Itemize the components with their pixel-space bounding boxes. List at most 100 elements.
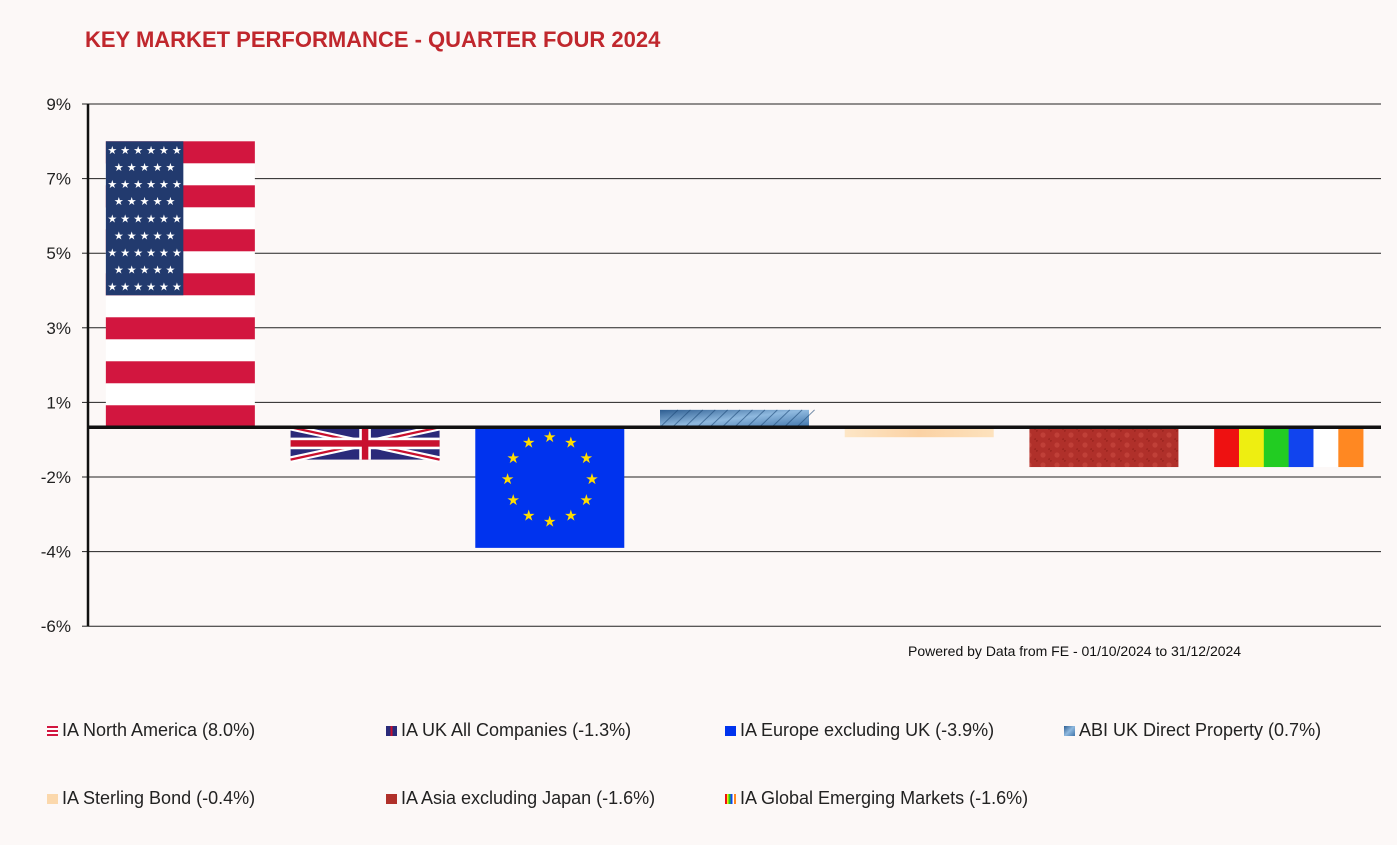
svg-text:★: ★ xyxy=(507,449,520,467)
svg-text:★: ★ xyxy=(133,247,143,260)
svg-text:★: ★ xyxy=(133,178,143,191)
svg-text:★: ★ xyxy=(120,281,130,294)
svg-text:★: ★ xyxy=(543,428,556,446)
y-tick-label: -2% xyxy=(41,468,71,487)
svg-text:★: ★ xyxy=(140,229,150,242)
svg-text:★: ★ xyxy=(501,470,514,488)
svg-text:★: ★ xyxy=(172,247,182,260)
svg-text:★: ★ xyxy=(127,229,137,242)
svg-text:★: ★ xyxy=(165,229,175,242)
svg-text:★: ★ xyxy=(114,161,124,174)
svg-text:★: ★ xyxy=(507,491,520,509)
svg-text:★: ★ xyxy=(153,264,163,277)
legend-label: ABI UK Direct Property (0.7%) xyxy=(1079,720,1322,740)
svg-text:★: ★ xyxy=(153,195,163,208)
legend-label: IA Asia excluding Japan (-1.6%) xyxy=(401,788,656,808)
svg-text:★: ★ xyxy=(127,264,137,277)
bar-glass-building xyxy=(659,409,815,428)
svg-text:★: ★ xyxy=(153,161,163,174)
bar-us-flag: ★ ★ ★ ★ ★ ★★ ★ ★ ★ ★★ ★ ★ ★ ★ ★★ ★ ★ ★ ★★ ★ ★ ★ ★ ★★ ★ ★ ★ ★★ ★ ★ ★ ★ ★★… xyxy=(105,141,255,428)
y-tick-label: 7% xyxy=(46,170,71,189)
svg-text:★: ★ xyxy=(172,178,182,191)
svg-text:★: ★ xyxy=(140,264,150,277)
legend-swatch-us-flag xyxy=(47,725,58,736)
svg-text:★: ★ xyxy=(107,212,117,225)
legend-item: IA North America (8.0%) xyxy=(47,720,255,741)
svg-text:★: ★ xyxy=(522,507,535,525)
svg-text:★: ★ xyxy=(146,178,156,191)
legend-swatch-uk-flag xyxy=(386,725,397,736)
chart-title: KEY MARKET PERFORMANCE - QUARTER FOUR 20… xyxy=(85,27,661,52)
bar-red-pattern xyxy=(1029,427,1179,468)
y-tick-label: 9% xyxy=(46,95,71,114)
svg-text:★: ★ xyxy=(146,144,156,157)
legend-swatch-peach-gradient xyxy=(47,793,58,804)
legend-item: IA Asia excluding Japan (-1.6%) xyxy=(386,788,655,809)
svg-text:★: ★ xyxy=(133,144,143,157)
y-tick-label: 3% xyxy=(46,319,71,338)
legend-label: IA Europe excluding UK (-3.9%) xyxy=(740,720,995,740)
legend-item: IA UK All Companies (-1.3%) xyxy=(386,720,631,741)
legend-label: IA Global Emerging Markets (-1.6%) xyxy=(740,788,1029,808)
svg-text:★: ★ xyxy=(159,247,169,260)
svg-text:★: ★ xyxy=(133,212,143,225)
legend-label: IA UK All Companies (-1.3%) xyxy=(401,720,632,740)
svg-text:★: ★ xyxy=(580,491,593,509)
svg-text:★: ★ xyxy=(120,144,130,157)
svg-text:★: ★ xyxy=(580,449,593,467)
legend-item: IA Europe excluding UK (-3.9%) xyxy=(725,720,994,741)
legend-label: IA Sterling Bond (-0.4%) xyxy=(62,788,256,808)
svg-text:★: ★ xyxy=(159,212,169,225)
legend-item: ABI UK Direct Property (0.7%) xyxy=(1064,720,1321,741)
svg-text:★: ★ xyxy=(107,144,117,157)
svg-text:★: ★ xyxy=(114,264,124,277)
legend-swatch-red-pattern xyxy=(386,793,397,804)
legend-item: IA Global Emerging Markets (-1.6%) xyxy=(725,788,1028,809)
svg-text:★: ★ xyxy=(127,195,137,208)
svg-text:★: ★ xyxy=(522,434,535,452)
y-tick-label: 1% xyxy=(46,393,71,412)
svg-text:★: ★ xyxy=(165,264,175,277)
svg-text:★: ★ xyxy=(133,281,143,294)
source-note: Powered by Data from FE - 01/10/2024 to … xyxy=(908,643,1242,659)
svg-text:★: ★ xyxy=(114,195,124,208)
svg-text:★: ★ xyxy=(107,247,117,260)
y-tick-label: -6% xyxy=(41,617,71,636)
svg-text:★: ★ xyxy=(140,195,150,208)
svg-text:★: ★ xyxy=(543,512,556,530)
legend-item: IA Sterling Bond (-0.4%) xyxy=(47,788,255,809)
svg-text:★: ★ xyxy=(585,470,598,488)
bar-uk-flag xyxy=(289,424,441,463)
legend-swatch-eu-flag xyxy=(725,725,736,736)
bar-peach-gradient xyxy=(844,427,994,438)
y-tick-label: -4% xyxy=(41,543,71,562)
svg-text:★: ★ xyxy=(159,144,169,157)
svg-text:★: ★ xyxy=(140,161,150,174)
svg-text:★: ★ xyxy=(114,229,124,242)
bar-rainbow-stripes xyxy=(1214,427,1364,468)
svg-text:★: ★ xyxy=(172,281,182,294)
y-tick-label: 5% xyxy=(46,244,71,263)
svg-text:★: ★ xyxy=(564,507,577,525)
legend-swatch-rainbow-stripes xyxy=(725,793,736,804)
svg-text:★: ★ xyxy=(564,434,577,452)
svg-text:★: ★ xyxy=(159,281,169,294)
svg-text:★: ★ xyxy=(146,212,156,225)
svg-text:★: ★ xyxy=(120,178,130,191)
svg-text:★: ★ xyxy=(120,247,130,260)
svg-text:★: ★ xyxy=(127,161,137,174)
svg-text:★: ★ xyxy=(146,281,156,294)
svg-text:★: ★ xyxy=(159,178,169,191)
svg-text:★: ★ xyxy=(146,247,156,260)
svg-text:★: ★ xyxy=(172,212,182,225)
legend-swatch-glass-building xyxy=(1064,725,1075,736)
svg-text:★: ★ xyxy=(172,144,182,157)
svg-text:★: ★ xyxy=(153,229,163,242)
svg-text:★: ★ xyxy=(165,161,175,174)
bar-eu-flag: ★ ★★★★★★★★★★★ xyxy=(475,427,625,548)
svg-text:★: ★ xyxy=(107,281,117,294)
legend-label: IA North America (8.0%) xyxy=(62,720,256,740)
svg-text:★: ★ xyxy=(120,212,130,225)
svg-text:★: ★ xyxy=(107,178,117,191)
